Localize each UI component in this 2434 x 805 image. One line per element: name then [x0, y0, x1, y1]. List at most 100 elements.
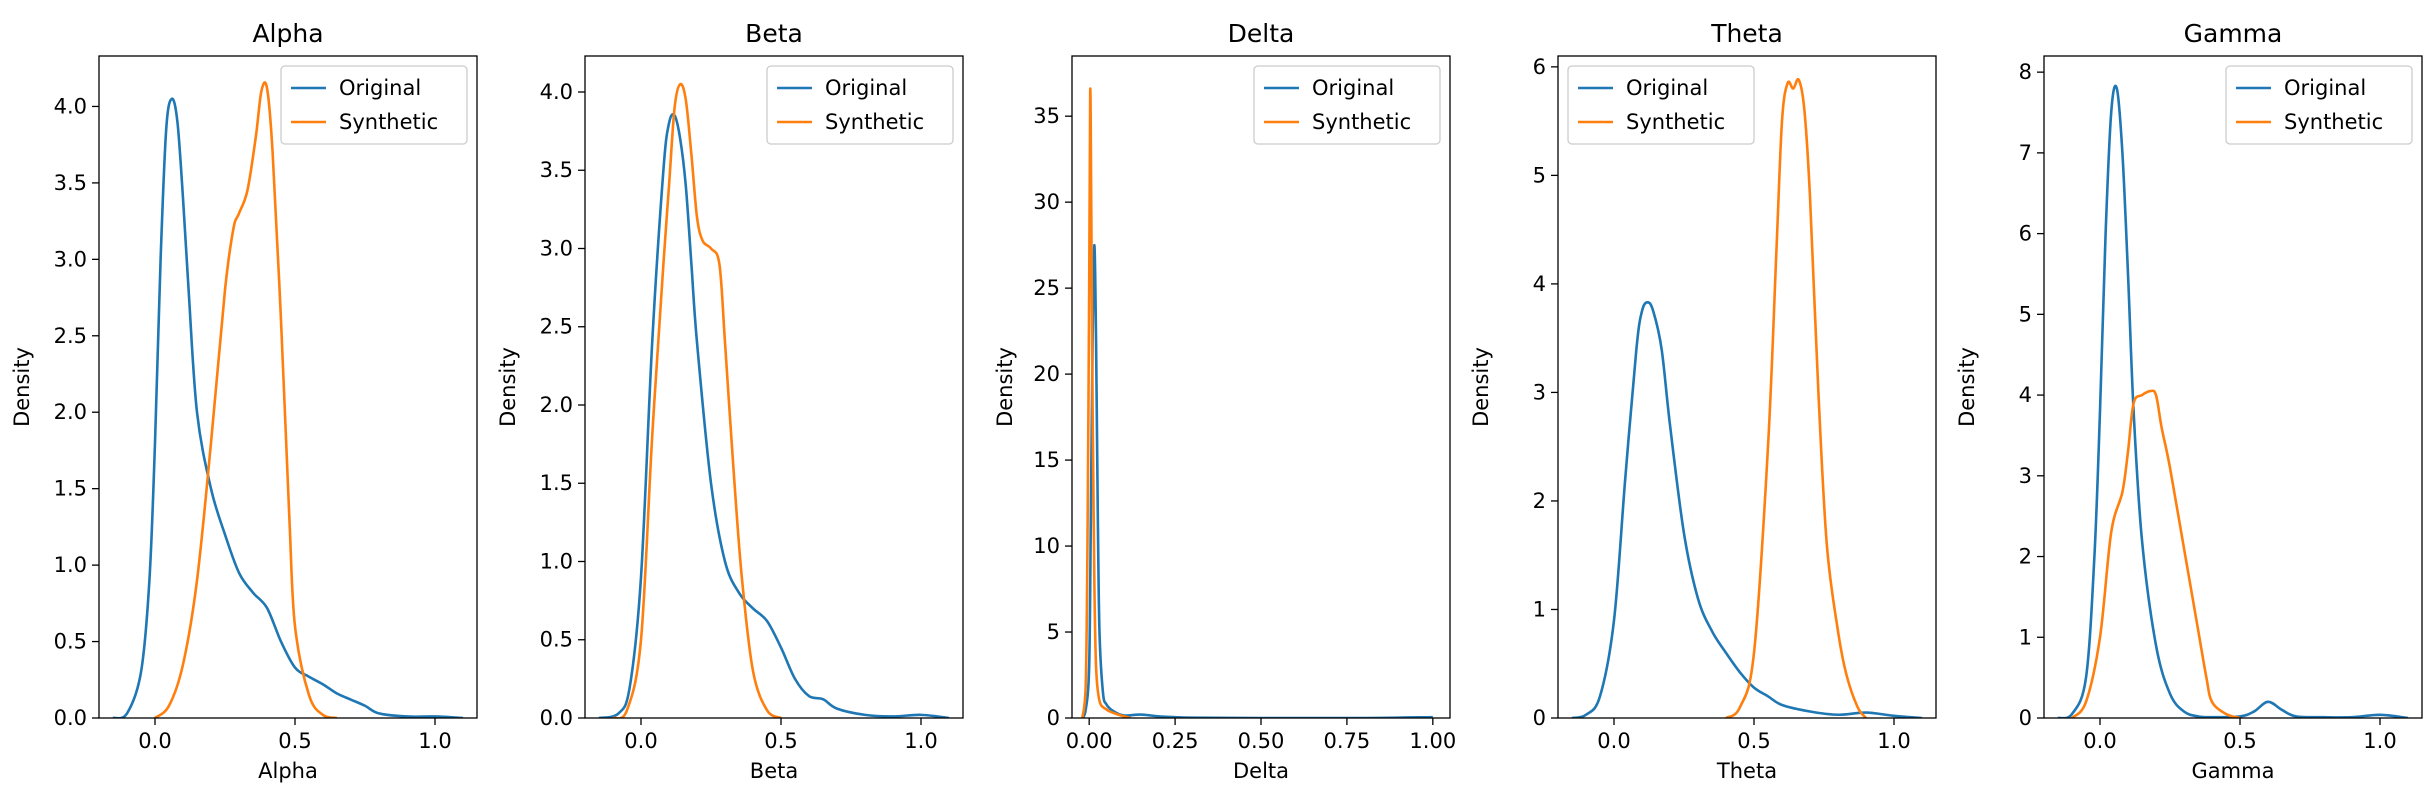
- x-tick-label: 1.0: [418, 729, 451, 753]
- legend-label-original: Original: [825, 76, 907, 100]
- y-tick-label: 3.5: [54, 171, 87, 195]
- legend-label-synthetic: Synthetic: [1312, 110, 1411, 134]
- y-tick-label: 20: [1033, 362, 1060, 386]
- x-tick-label: 0.5: [764, 729, 797, 753]
- y-tick-label: 7: [2019, 141, 2032, 165]
- x-tick-label: 0.0: [1597, 729, 1630, 753]
- legend-box: [1567, 65, 1755, 145]
- x-axis-label: Beta: [750, 759, 798, 783]
- y-tick-label: 4.0: [540, 80, 573, 104]
- y-tick-label: 10: [1033, 534, 1060, 558]
- y-tick-label: 3.0: [540, 236, 573, 260]
- y-tick-label: 4: [1533, 272, 1546, 296]
- y-axis-label: Density: [1955, 347, 1979, 427]
- legend-label-original: Original: [2284, 76, 2366, 100]
- panel-beta: 0.0 0.5 1.0 0.0 0.5 1.0 1.5 2.0 2.5 3.0 3.5 4.0 Beta…: [496, 19, 964, 783]
- legend: Original Synthetic: [766, 65, 954, 145]
- series-line-original: [598, 113, 950, 718]
- y-tick-label: 30: [1033, 190, 1060, 214]
- y-tick-label: 3.0: [54, 247, 87, 271]
- y-tick-label: 6: [2019, 222, 2032, 246]
- y-tick-label: 1.5: [54, 477, 87, 501]
- legend-box: [766, 65, 954, 145]
- panel-title: Alpha: [252, 19, 323, 48]
- panel-gamma: 0.0 0.5 1.0 0 1 2 3 4 5 6 7 8 Gamma Gamma Density Origi…: [1955, 19, 2423, 783]
- y-tick-label: 8: [2019, 60, 2032, 84]
- x-tick-label: 0.75: [1324, 729, 1371, 753]
- y-tick-label: 2.5: [54, 324, 87, 348]
- panel-title: Delta: [1228, 19, 1295, 48]
- y-tick-label: 0: [2019, 706, 2032, 730]
- x-tick-label: 0.5: [2223, 729, 2256, 753]
- y-tick-label: 35: [1033, 104, 1060, 128]
- x-axis-label: Alpha: [258, 759, 318, 783]
- legend-label-synthetic: Synthetic: [2284, 110, 2383, 134]
- y-tick-label: 0: [1047, 706, 1060, 730]
- panel-theta: 0.0 0.5 1.0 0 1 2 3 4 5 6 Theta Theta Density Origina…: [1469, 19, 1937, 783]
- x-tick-label: 0.50: [1238, 729, 1285, 753]
- y-tick-label: 4.0: [54, 94, 87, 118]
- legend-label-synthetic: Synthetic: [339, 110, 438, 134]
- x-tick-label: 1.0: [904, 729, 937, 753]
- panel-title: Theta: [1710, 19, 1783, 48]
- legend-box: [280, 65, 468, 145]
- y-tick-label: 3.5: [540, 158, 573, 182]
- x-axis-label: Delta: [1233, 759, 1289, 783]
- plot-frame: [1071, 55, 1451, 719]
- plot-frame: [584, 55, 964, 719]
- x-axis-label: Theta: [1716, 759, 1777, 783]
- y-tick-label: 2.0: [540, 393, 573, 417]
- legend-label-original: Original: [1312, 76, 1394, 100]
- plot-frame: [1557, 55, 1937, 719]
- x-tick-label: 0.5: [1737, 729, 1770, 753]
- series-line-original: [112, 97, 464, 718]
- panel-delta: 0.00 0.25 0.50 0.75 1.00 0 5 10 15 20 25 30 35 Delta D…: [993, 19, 1456, 783]
- series-line-synthetic: [612, 82, 782, 718]
- y-tick-label: 2.5: [540, 315, 573, 339]
- y-tick-label: 25: [1033, 276, 1060, 300]
- plot-frame: [98, 55, 478, 719]
- y-tick-label: 1.0: [540, 549, 573, 573]
- x-tick-label: 1.0: [2363, 729, 2396, 753]
- series-line-synthetic: [1725, 77, 1868, 718]
- y-tick-label: 5: [2019, 302, 2032, 326]
- legend: Original Synthetic: [1253, 65, 1441, 145]
- y-axis-label: Density: [496, 347, 520, 427]
- x-tick-label: 0.0: [138, 729, 171, 753]
- legend-label-synthetic: Synthetic: [1626, 110, 1725, 134]
- legend: Original Synthetic: [2225, 65, 2413, 145]
- y-tick-label: 6: [1533, 55, 1546, 79]
- y-tick-label: 2: [2019, 545, 2032, 569]
- y-axis-label: Density: [1469, 347, 1493, 427]
- y-tick-label: 2.0: [54, 400, 87, 424]
- y-tick-label: 0.5: [540, 628, 573, 652]
- x-tick-label: 0.00: [1066, 729, 1113, 753]
- y-tick-label: 5: [1047, 620, 1060, 644]
- x-tick-label: 0.0: [624, 729, 657, 753]
- x-axis-label: Gamma: [2192, 759, 2275, 783]
- legend: Original Synthetic: [1567, 65, 1755, 145]
- y-tick-label: 4: [2019, 383, 2032, 407]
- y-tick-label: 3: [1533, 380, 1546, 404]
- x-tick-label: 0.25: [1152, 729, 1199, 753]
- series-line-synthetic: [2071, 389, 2241, 718]
- panel-title: Beta: [745, 19, 803, 48]
- legend-label-original: Original: [1626, 76, 1708, 100]
- y-tick-label: 0: [1533, 706, 1546, 730]
- y-tick-label: 0.0: [540, 706, 573, 730]
- legend-label-original: Original: [339, 76, 421, 100]
- y-tick-label: 3: [2019, 464, 2032, 488]
- panel-title: Gamma: [2184, 19, 2283, 48]
- y-tick-label: 1: [2019, 625, 2032, 649]
- y-tick-label: 1: [1533, 597, 1546, 621]
- y-axis-label: Density: [993, 347, 1017, 427]
- y-tick-label: 1.0: [54, 553, 87, 577]
- x-tick-label: 0.0: [2083, 729, 2116, 753]
- legend-label-synthetic: Synthetic: [825, 110, 924, 134]
- y-tick-label: 1.5: [540, 471, 573, 495]
- y-tick-label: 0.0: [54, 706, 87, 730]
- legend-box: [2225, 65, 2413, 145]
- series-line-original: [1571, 301, 1923, 718]
- y-tick-label: 5: [1533, 163, 1546, 187]
- x-tick-label: 1.00: [1409, 729, 1456, 753]
